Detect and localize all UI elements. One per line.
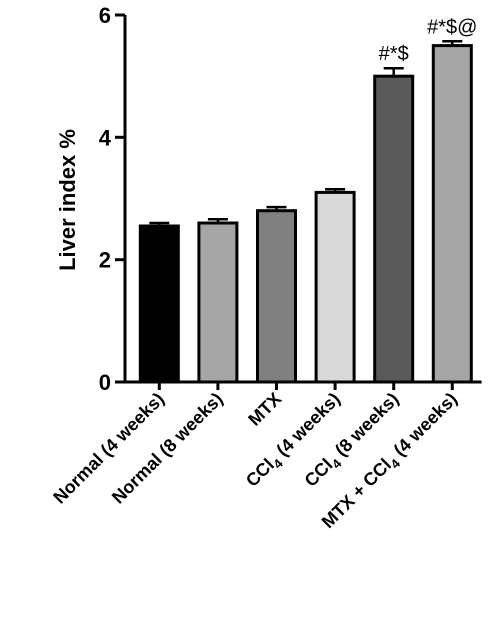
x-tick-label: MTX [244,389,285,430]
bar [256,209,297,384]
x-tick-label: Normal (8 weeks) [108,389,227,508]
bars-layer [138,44,473,384]
y-tick-label: 0 [99,370,111,395]
axis-layer [115,13,482,390]
bar [314,190,356,384]
bar [138,224,180,384]
error-bars-layer [149,40,463,226]
significance-label: #*$@ [427,16,477,38]
y-tick-label: 6 [99,3,111,28]
x-tick-label: Normal (4 weeks) [49,389,168,508]
bar [197,221,239,384]
significance-label: #*$ [379,43,409,65]
y-axis-title: Liver index % [55,129,80,271]
bar [431,44,473,384]
y-tick-label: 2 [99,248,111,273]
y-tick-label: 4 [99,125,112,150]
bar [373,74,415,384]
